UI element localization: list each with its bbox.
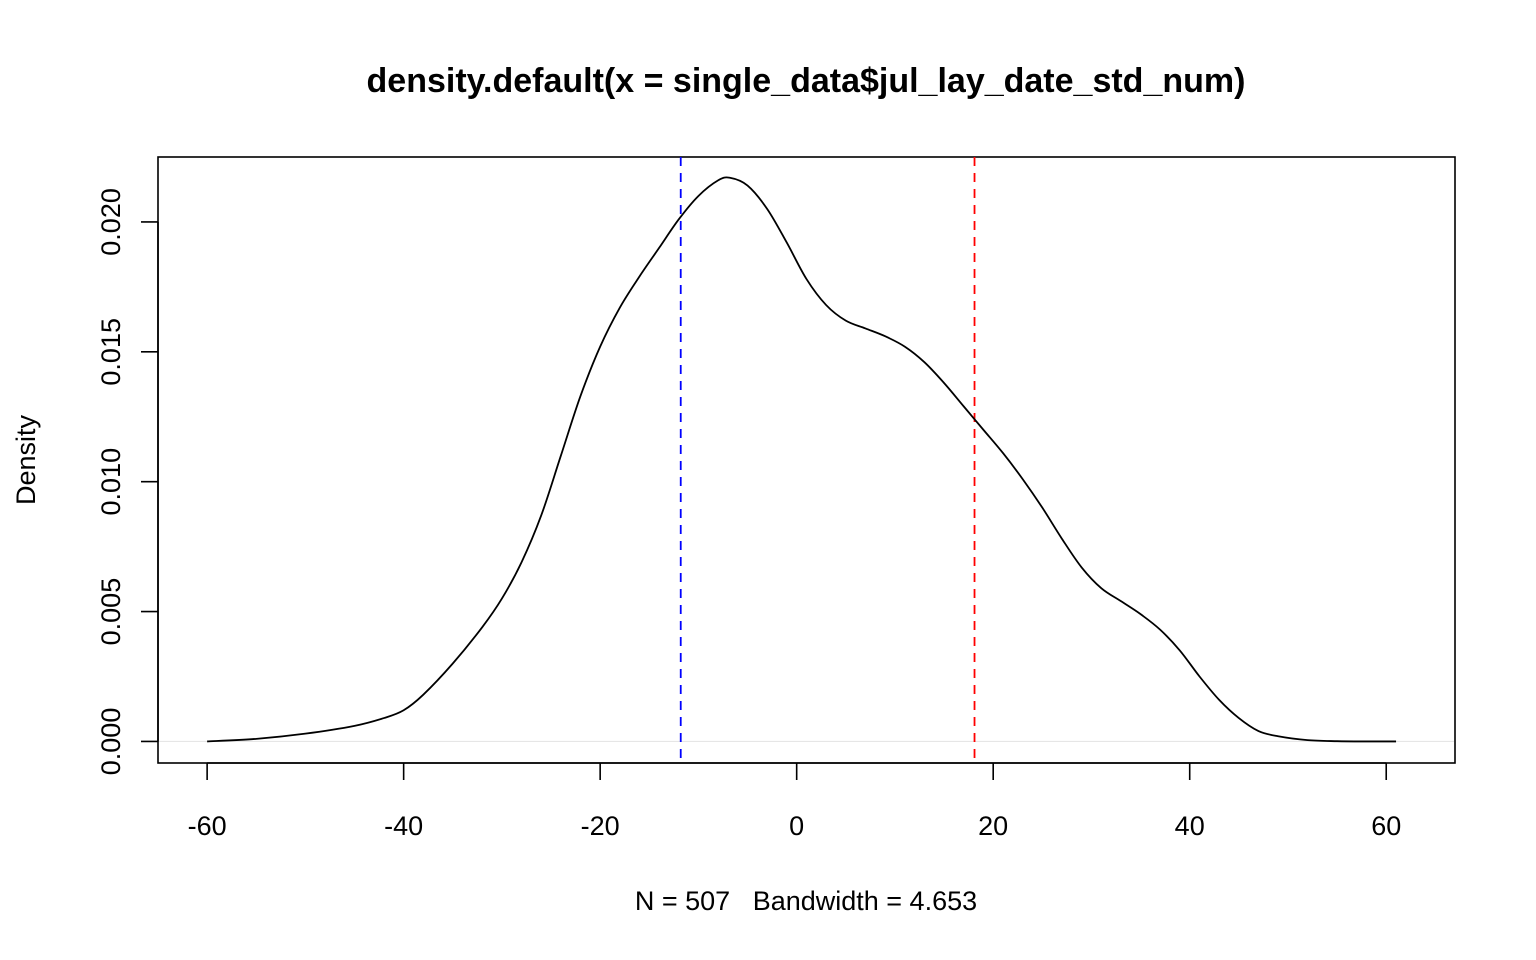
chart-title: density.default(x = single_data$jul_lay_… [367,62,1246,100]
y-axis-label: Density [11,414,41,505]
x-tick-label: -40 [384,811,423,841]
y-tick-label: 0.005 [96,578,126,646]
x-tick-label: 0 [789,811,804,841]
x-tick-label: 60 [1371,811,1401,841]
x-tick-label: -60 [188,811,227,841]
x-tick-label: 40 [1175,811,1205,841]
y-tick-label: 0.020 [96,188,126,256]
x-tick-label: 20 [978,811,1008,841]
density-series [207,176,1397,743]
y-tick-label: 0.000 [96,708,126,776]
x-axis-label: N = 507 Bandwidth = 4.653 [635,886,977,916]
plot-frame [157,156,1456,764]
reference-lines [679,157,976,763]
density-line [207,176,1397,743]
y-axis: 0.000 0.005 0.010 0.015 0.020 [96,188,159,776]
x-tick-label: -20 [581,811,620,841]
y-tick-label: 0.010 [96,448,126,516]
x-axis: -60 -40 -20 0 20 40 60 [188,762,1401,841]
y-tick-label: 0.015 [96,318,126,386]
